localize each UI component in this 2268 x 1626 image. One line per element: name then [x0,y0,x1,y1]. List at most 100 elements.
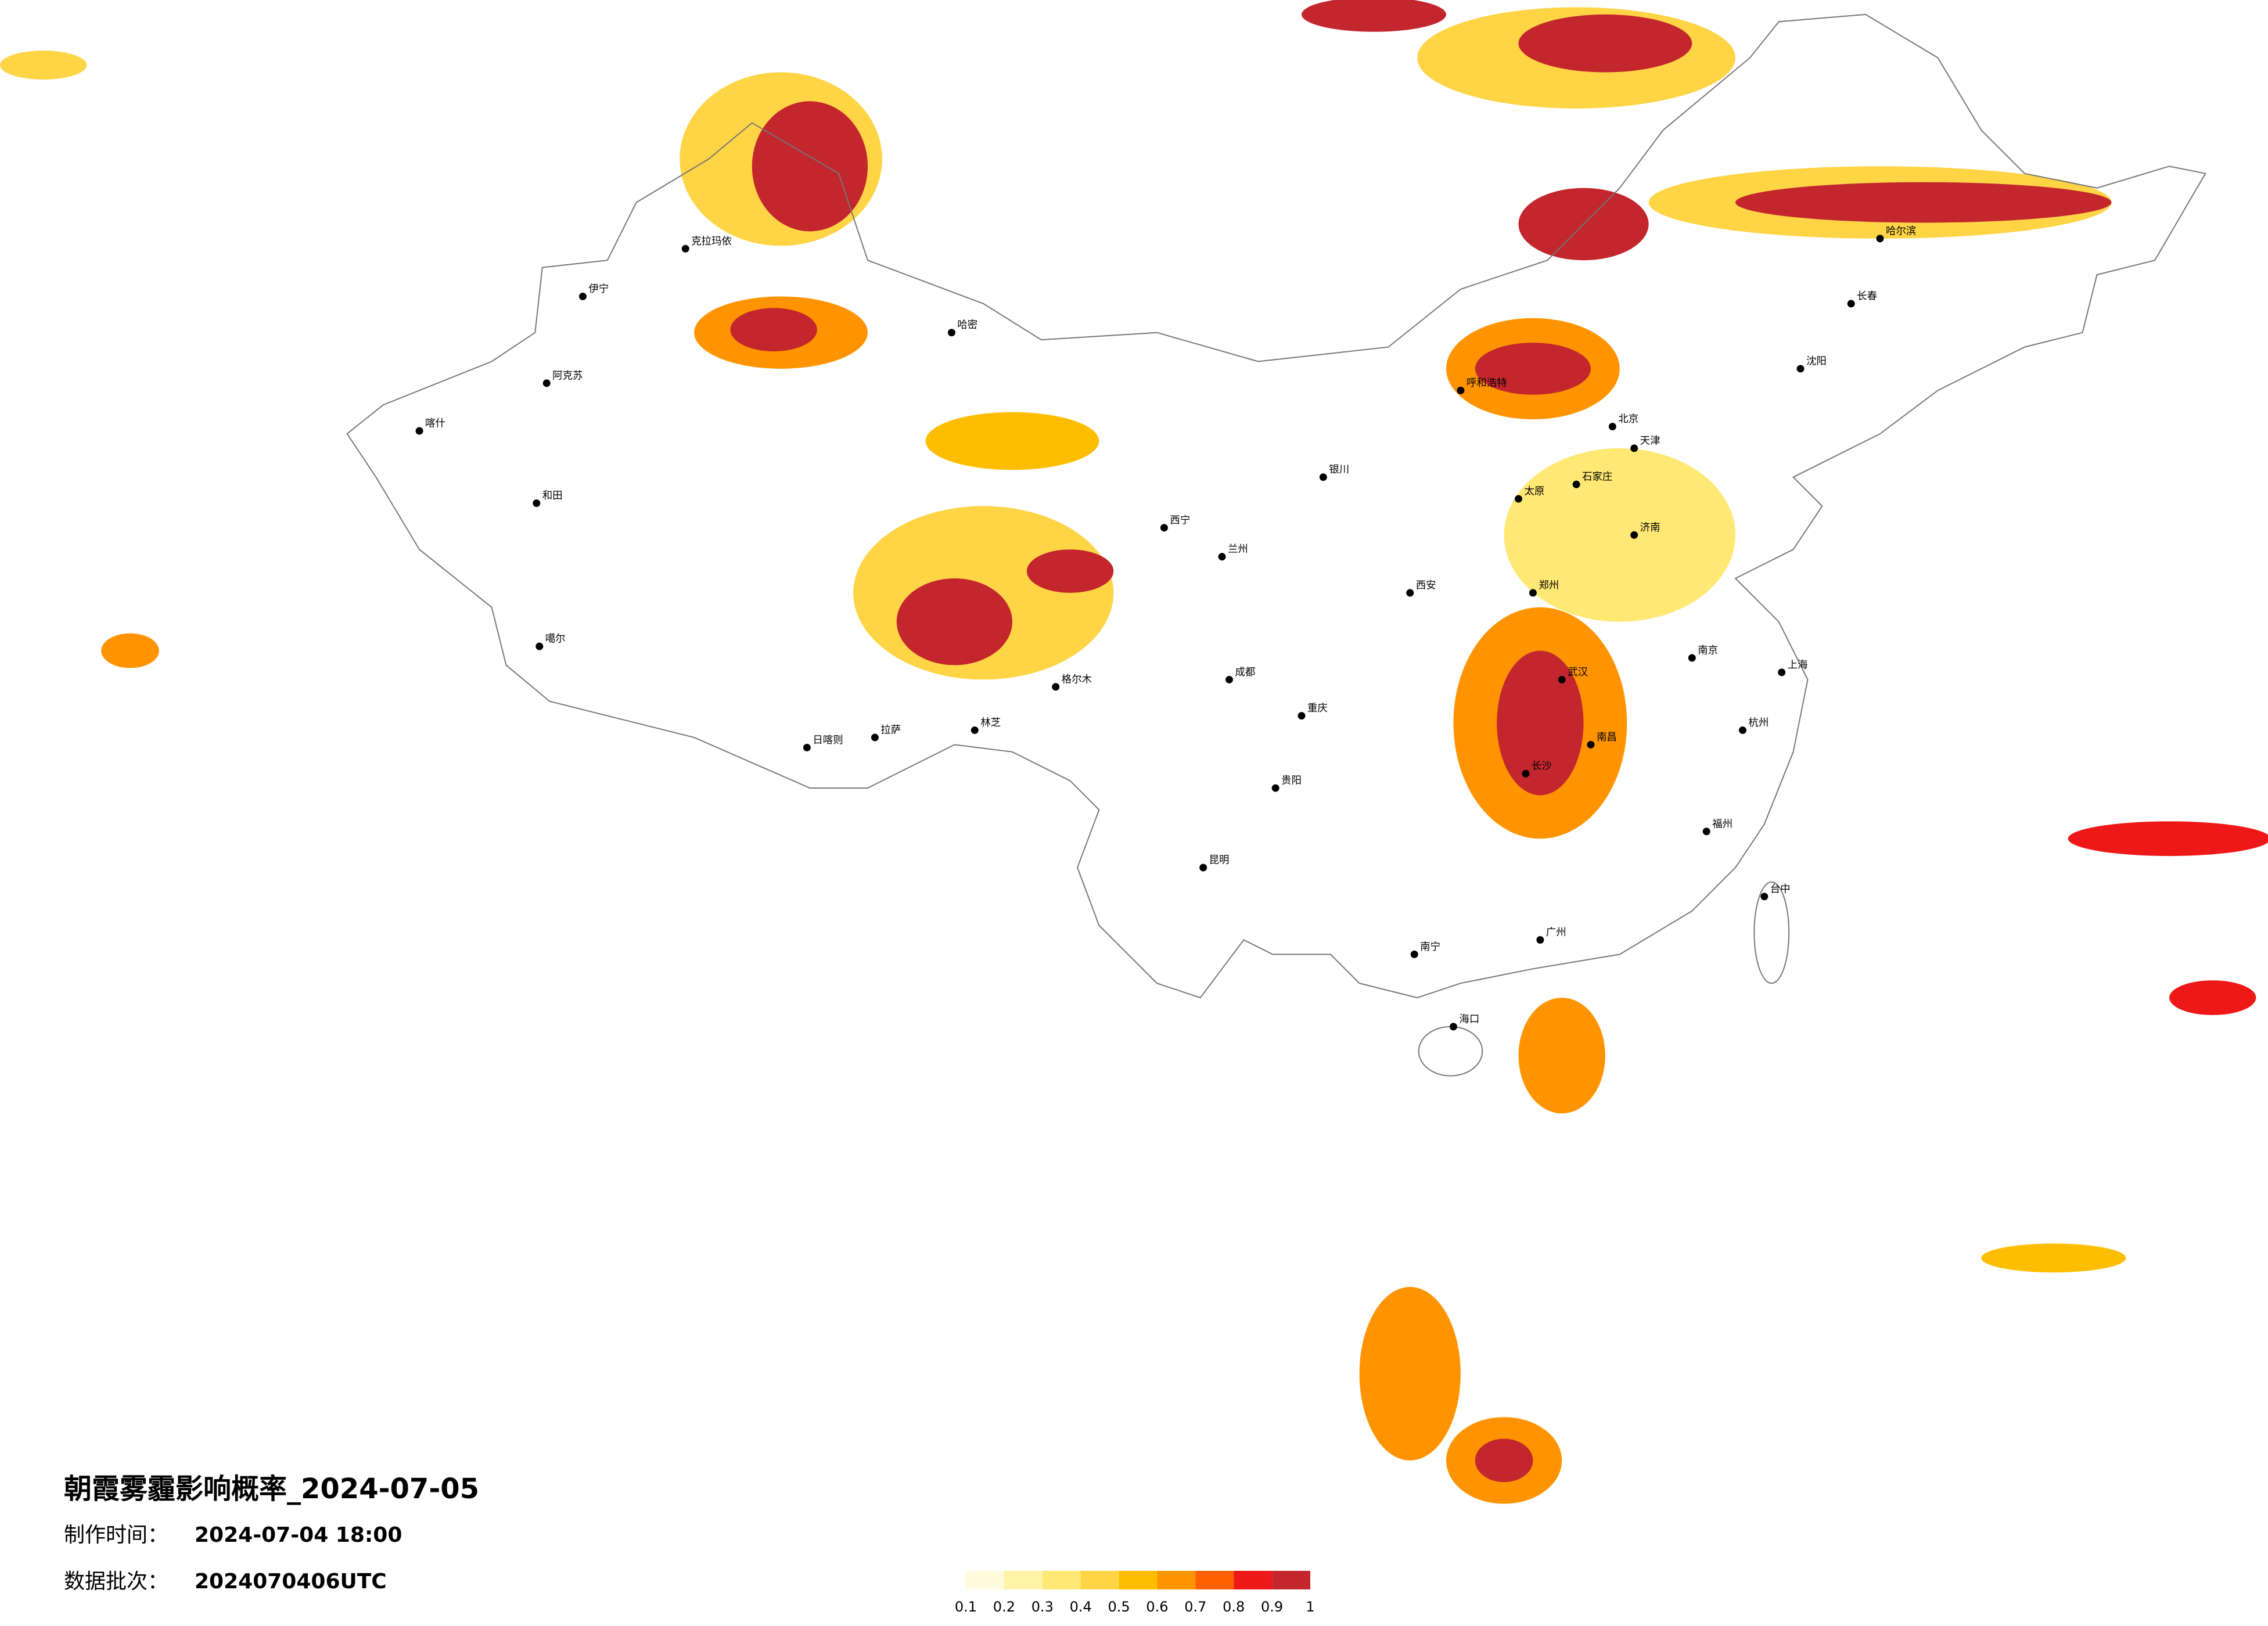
legend-tick-label: 1 [1306,1599,1314,1615]
city-label: 日喀则 [813,735,843,746]
legend-swatch [1004,1571,1043,1589]
city-label: 格尔木 [1062,674,1092,685]
city-dot [1587,740,1595,749]
city-dot [533,499,541,507]
city-dot [1052,683,1060,691]
city-label: 长沙 [1532,761,1552,772]
legend-tick-label: 0.4 [1070,1599,1092,1615]
legend-swatch [1119,1571,1158,1589]
legend-tick-label: 0.1 [955,1599,977,1615]
city-label: 重庆 [1307,703,1328,714]
city-label: 南宁 [1420,941,1440,953]
field [0,51,87,80]
city-label: 兰州 [1228,544,1248,555]
field [730,308,817,352]
city-dot [1876,235,1884,243]
city-label: 阿克苏 [552,370,583,382]
city-label: 银川 [1329,464,1349,476]
legend-swatch [1234,1571,1273,1589]
city-dot [1160,524,1168,532]
city-dot [1522,769,1530,778]
city-dot [971,726,979,734]
city-dot [1271,784,1279,792]
field [1302,0,1446,32]
city-dot [1536,936,1544,944]
city-label: 喀什 [425,418,445,430]
legend-swatch [1042,1571,1081,1589]
city-dot [1688,654,1696,662]
city-dot [947,329,955,337]
legend-tick-label: 0.7 [1184,1599,1206,1615]
city-dot [1847,300,1855,308]
city-dot [1796,365,1805,373]
city-dot [1225,675,1233,684]
field [1497,650,1584,796]
city-label: 福州 [1712,818,1733,830]
legend: 0.1 0.2 0.3 0.4 0.5 0.6 0.7 0.8 0.9 1 [955,1571,1315,1615]
city-label: 广州 [1546,927,1566,938]
city-label: 济南 [1640,522,1660,534]
city-dot [1410,950,1418,958]
legend-tick-label: 0.8 [1223,1599,1245,1615]
city-label: 台中 [1770,883,1791,895]
city-label: 石家庄 [1582,472,1612,483]
field [101,633,159,668]
city-label: 呼和浩特 [1467,377,1507,389]
legend-swatch [1080,1571,1119,1589]
city-label: 郑州 [1539,580,1559,591]
city-label: 海口 [1459,1013,1479,1025]
city-label: 哈尔滨 [1886,225,1916,237]
field [1518,14,1692,73]
city-dot [542,379,551,387]
field [1026,549,1114,593]
city-label: 成都 [1235,667,1255,678]
field [1735,182,2112,223]
city-label: 克拉玛依 [691,236,732,247]
city-dot [1738,726,1746,734]
city-dot [1297,712,1306,720]
city-dot [1515,495,1522,503]
city-dot [1760,893,1769,901]
city-dot [1199,864,1207,872]
info-label: 制作时间： [64,1523,168,1547]
city-dot [1630,531,1638,539]
legend-tick-label: 0.9 [1261,1599,1283,1615]
field [2068,821,2268,857]
map-title: 朝霞雾霾影响概率_2024-07-05 [64,1473,479,1505]
city-label: 太原 [1524,486,1544,498]
info-label: 数据批次： [64,1570,168,1593]
field [1504,448,1735,622]
city-dot [578,292,587,300]
city-dot [1218,553,1226,561]
city-label: 上海 [1788,659,1808,671]
legend-tick-label: 0.5 [1108,1599,1130,1615]
field [925,412,1099,470]
legend-swatch [966,1571,1004,1589]
city-dot [1449,1023,1457,1031]
city-label: 西宁 [1170,515,1190,526]
city-dot [1630,444,1638,452]
city-label: 武汉 [1568,667,1588,678]
city-label: 天津 [1640,435,1660,447]
city-label: 北京 [1618,413,1638,425]
city-dot [803,743,811,751]
legend-swatch [1272,1571,1310,1589]
info-value: 2024070406UTC [195,1570,387,1593]
city-label: 昆明 [1209,855,1230,866]
city-dot [1702,828,1710,836]
city-dot [1529,589,1537,597]
legend-swatch [1195,1571,1234,1589]
city-label: 贵阳 [1281,775,1302,787]
field [1518,998,1605,1114]
city-dot [681,244,689,253]
legend-tick-label: 0.2 [993,1599,1015,1615]
city-dot [1778,668,1786,677]
field [1981,1243,2126,1273]
legend-swatch [1157,1571,1196,1589]
city-label: 西安 [1416,580,1436,591]
city-dot [1572,480,1580,488]
island-border [1753,881,1790,984]
